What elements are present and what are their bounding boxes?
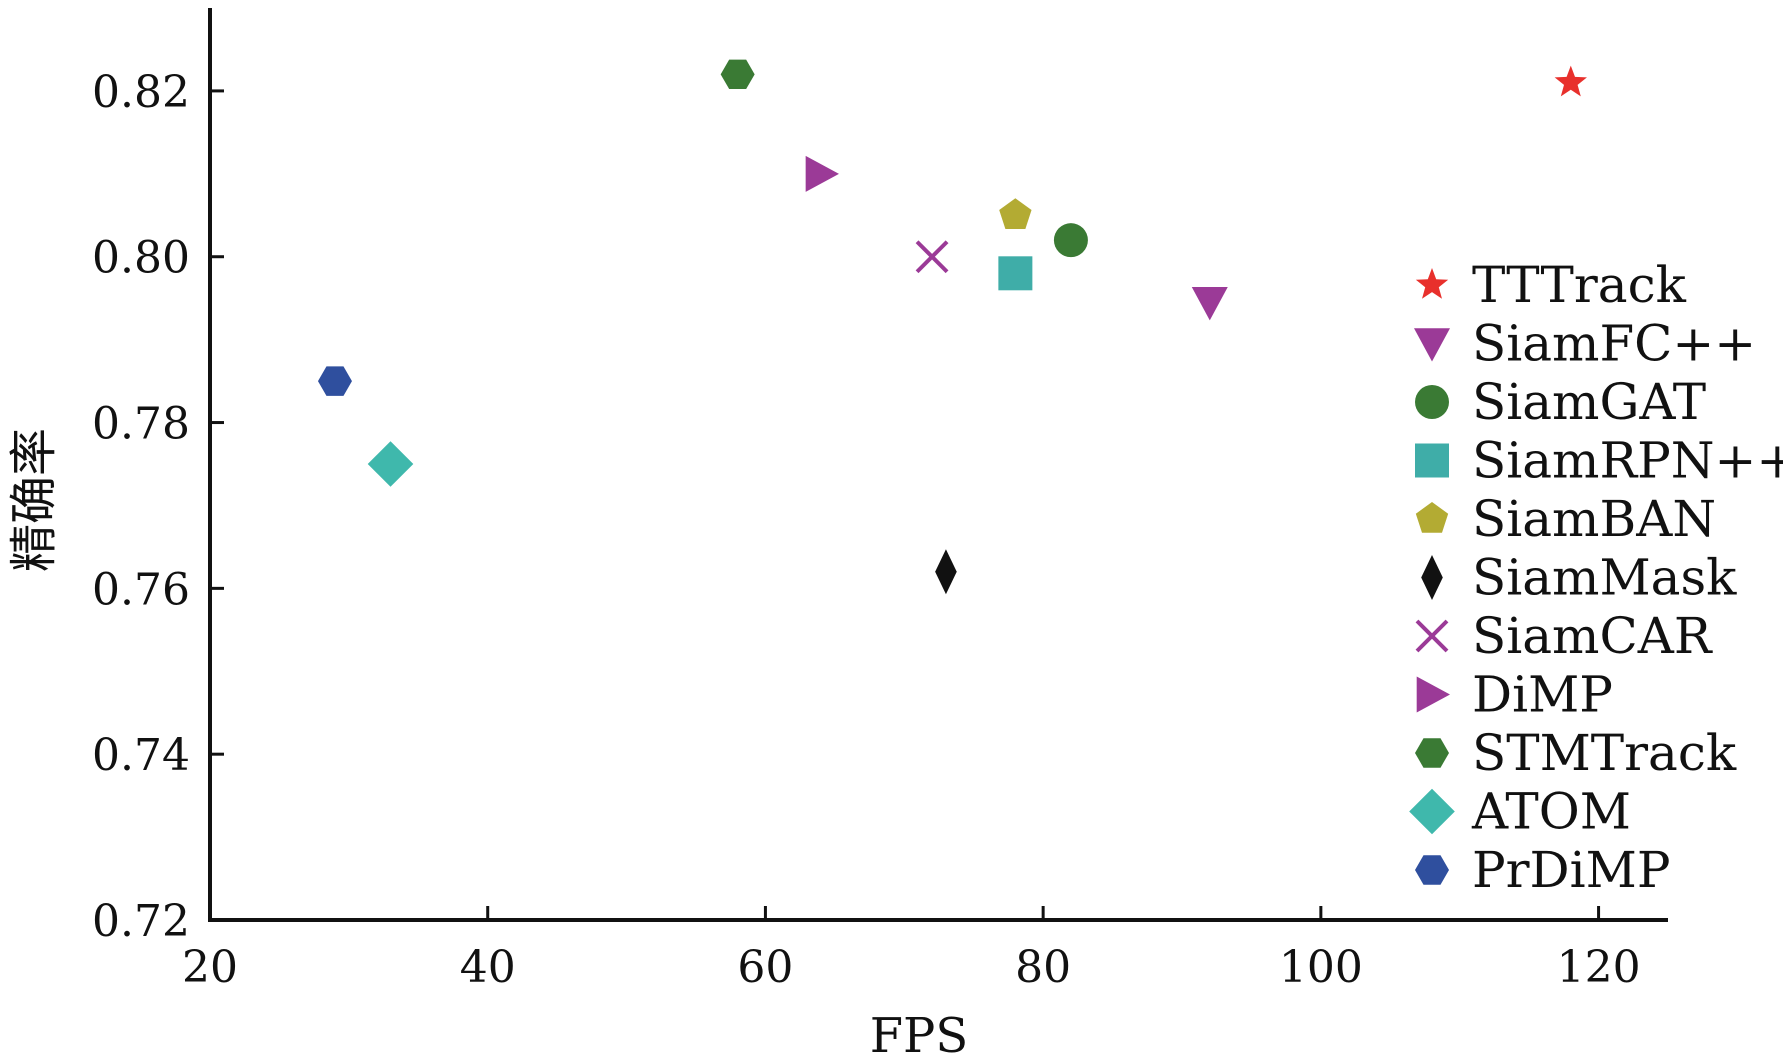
y-tick-label: 0.74	[92, 730, 190, 781]
legend-item: STMTrack	[1415, 724, 1737, 782]
legend-label: SiamGAT	[1472, 373, 1706, 431]
x-tick-label: 40	[460, 942, 516, 993]
legend-marker-diamond-icon	[1409, 788, 1455, 835]
x-tick-label: 120	[1557, 942, 1641, 993]
data-point-siammask	[935, 549, 957, 595]
legend-marker-pentagon-icon	[1415, 502, 1449, 533]
y-tick-label: 0.82	[92, 67, 190, 118]
legend-marker-hexagon-icon	[1415, 855, 1449, 885]
data-point-dimp	[805, 155, 839, 192]
legend-marker-x-icon	[1415, 619, 1449, 653]
legend-label: TTTrack	[1472, 256, 1687, 314]
legend-item: SiamFC++	[1414, 315, 1756, 373]
legend-item: DiMP	[1416, 666, 1613, 724]
legend-label: SiamBAN	[1472, 490, 1716, 548]
x-tick-label: 20	[182, 942, 238, 993]
y-tick-label: 0.76	[92, 564, 190, 615]
legend-item: SiamBAN	[1415, 490, 1716, 548]
legend-marker-circle-icon	[1415, 385, 1449, 419]
legend-label: PrDiMP	[1472, 841, 1670, 899]
legend-item: TTTrack	[1415, 256, 1687, 314]
legend-marker-triangle-down-icon	[1414, 328, 1450, 362]
axes	[208, 8, 1668, 922]
data-point-siamgat	[1053, 223, 1088, 258]
x-tick-label: 60	[737, 942, 793, 993]
legend-item: PrDiMP	[1415, 841, 1670, 899]
legend-marker-hexagon-icon	[1415, 738, 1449, 768]
legend-marker-square-icon	[1415, 443, 1449, 478]
legend-marker-star-icon	[1415, 268, 1449, 299]
legend-item: ATOM	[1409, 783, 1631, 841]
y-axis-title: 精确率	[6, 428, 62, 572]
data-point-siamcar	[915, 240, 949, 274]
legend: TTTrackSiamFC++SiamGATSiamRPN++SiamBANSi…	[1409, 256, 1783, 899]
y-tick-label: 0.80	[92, 233, 190, 284]
x-tick-label: 80	[1015, 942, 1071, 993]
legend-item: SiamGAT	[1415, 373, 1706, 431]
legend-marker-diamond-thin-icon	[1421, 555, 1443, 600]
legend-label: STMTrack	[1472, 724, 1737, 782]
y-tick-label: 0.78	[92, 399, 190, 450]
legend-label: ATOM	[1471, 783, 1631, 841]
legend-item: SiamMask	[1421, 549, 1737, 607]
x-tick-label: 100	[1279, 942, 1363, 993]
legend-item: SiamRPN++	[1415, 432, 1783, 490]
data-point-siamfcplusplus	[1191, 287, 1228, 321]
x-axis-title: FPS	[870, 1008, 968, 1062]
legend-marker-triangle-right-icon	[1416, 676, 1450, 713]
data-point-siamban	[999, 198, 1032, 230]
legend-label: SiamCAR	[1472, 607, 1713, 665]
tick-group: 20 40 60 80 100 120 0.72 0.74 0.76 0.78 0.80 0.82	[92, 67, 1641, 993]
legend-label: SiamRPN++	[1472, 432, 1783, 490]
legend-label: SiamMask	[1472, 549, 1737, 607]
data-point-stmtrack	[720, 59, 755, 90]
data-points	[317, 59, 1587, 595]
data-point-prdimp	[317, 366, 352, 396]
y-tick-label: 0.72	[92, 896, 190, 947]
legend-label: DiMP	[1472, 666, 1613, 724]
data-point-tttrack	[1554, 65, 1587, 97]
legend-item: SiamCAR	[1415, 607, 1713, 665]
data-point-atom	[367, 441, 414, 487]
legend-label: SiamFC++	[1472, 315, 1756, 373]
data-point-siamrpnplusplus	[998, 256, 1033, 291]
